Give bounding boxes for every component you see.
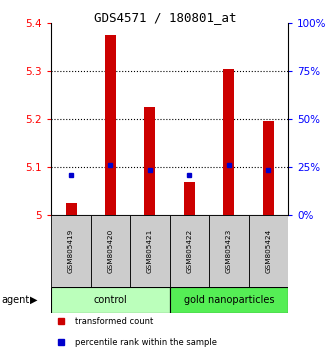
- Text: GDS4571 / 180801_at: GDS4571 / 180801_at: [94, 11, 237, 24]
- Bar: [51, 215, 91, 287]
- Bar: [249, 215, 288, 287]
- Text: percentile rank within the sample: percentile rank within the sample: [75, 338, 217, 347]
- Text: GSM805420: GSM805420: [108, 229, 114, 273]
- Bar: [130, 215, 169, 287]
- Text: GSM805419: GSM805419: [68, 229, 74, 273]
- Text: ▶: ▶: [30, 295, 37, 305]
- Bar: [169, 215, 209, 287]
- Text: agent: agent: [2, 295, 30, 305]
- Bar: [184, 182, 195, 215]
- Text: GSM805423: GSM805423: [226, 229, 232, 273]
- Bar: [91, 215, 130, 287]
- Bar: [105, 35, 116, 215]
- Bar: [66, 203, 76, 215]
- Bar: [263, 121, 274, 215]
- Text: control: control: [94, 295, 127, 305]
- Text: GSM805424: GSM805424: [265, 229, 271, 273]
- Text: transformed count: transformed count: [75, 316, 153, 326]
- Text: GSM805421: GSM805421: [147, 229, 153, 273]
- Bar: [144, 107, 156, 215]
- Bar: [169, 287, 288, 313]
- Bar: [209, 215, 249, 287]
- Text: gold nanoparticles: gold nanoparticles: [184, 295, 274, 305]
- Text: GSM805422: GSM805422: [186, 229, 192, 273]
- Bar: [223, 69, 234, 215]
- Bar: [51, 287, 169, 313]
